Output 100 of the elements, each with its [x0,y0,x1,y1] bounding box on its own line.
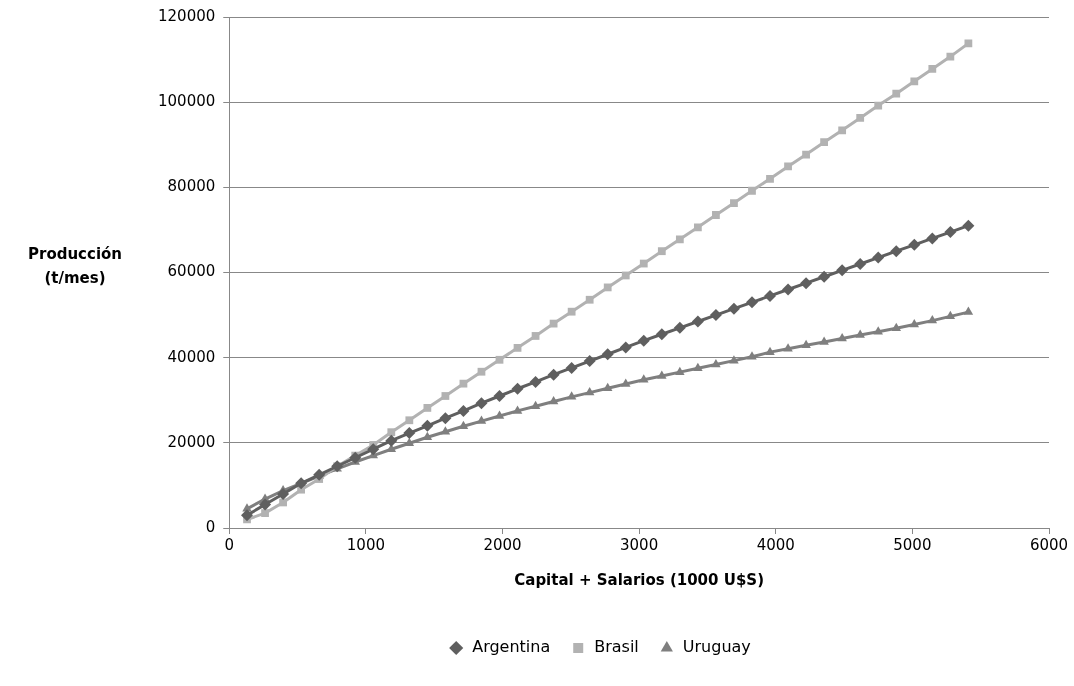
point [367,443,380,456]
point [745,296,758,309]
legend-label: Argentina [472,637,551,657]
point [403,427,416,440]
y-tick-label: 60000 [167,262,216,281]
point [584,387,595,396]
point [820,138,829,147]
legend-label: Brasil [594,637,639,657]
point [639,374,649,383]
point [854,257,867,270]
point [945,310,956,320]
point [709,309,722,322]
point [440,426,451,435]
point [944,226,957,239]
point [818,270,831,283]
point [691,315,704,328]
point [675,235,684,244]
point [712,211,720,219]
point [675,366,685,375]
point [548,396,559,405]
point [890,245,903,258]
point [927,315,938,324]
point [259,498,272,511]
y-tick-label: 80000 [167,177,216,196]
point [655,328,668,341]
x-tick-label: 3000 [620,535,659,554]
point [693,362,703,372]
point [547,368,560,381]
x-tick-label: 1000 [346,535,385,554]
point [819,336,829,345]
point [891,322,902,332]
point [801,339,811,349]
y-tick-label: 100000 [158,92,216,111]
y-tick-label: 40000 [167,347,216,366]
point [766,174,774,183]
point [874,101,883,110]
point [748,186,756,195]
point [855,329,865,338]
point [639,259,648,268]
point [693,223,702,232]
point [673,321,686,334]
point [441,392,450,400]
x-tick-label: 4000 [756,535,795,554]
point [566,391,577,400]
point [421,419,434,432]
point [567,307,576,316]
point [349,451,362,464]
y-tick-label: 120000 [158,6,216,25]
point [261,509,269,517]
point [802,150,810,159]
point [909,318,920,328]
point [493,389,506,402]
point [782,283,795,296]
point [747,351,757,360]
point [241,509,254,522]
point [477,367,486,376]
point [601,348,614,361]
point [621,271,630,280]
x-tick-label: 2000 [483,535,522,554]
point [764,289,777,302]
point [908,238,921,251]
point [637,334,650,347]
point [729,355,739,364]
point [513,343,522,352]
point [838,126,847,135]
x-axis-title: Capital + Salarios (1000 U$S) [514,570,765,589]
point [657,247,666,256]
point [459,379,468,388]
point [784,162,792,171]
point [928,65,937,73]
point [277,487,290,500]
point [495,355,504,364]
point [730,199,738,207]
point [583,355,596,368]
y-tick-label: 20000 [167,432,216,451]
point [476,415,487,424]
point [603,283,612,292]
point [926,232,939,245]
point [530,400,541,409]
point [512,405,523,414]
point [385,434,398,447]
point [946,52,955,61]
point [529,375,542,388]
point [405,416,414,425]
point [657,370,667,379]
point [800,277,813,290]
point [892,89,901,98]
point [783,343,793,352]
point [620,378,631,387]
x-tick-label: 5000 [893,535,932,554]
point [531,332,540,340]
point [602,382,613,392]
point [910,77,919,86]
point [873,326,883,335]
point [279,498,287,507]
point [511,382,524,395]
point [727,302,740,315]
point [494,410,505,419]
point [585,295,594,304]
point [963,306,974,315]
